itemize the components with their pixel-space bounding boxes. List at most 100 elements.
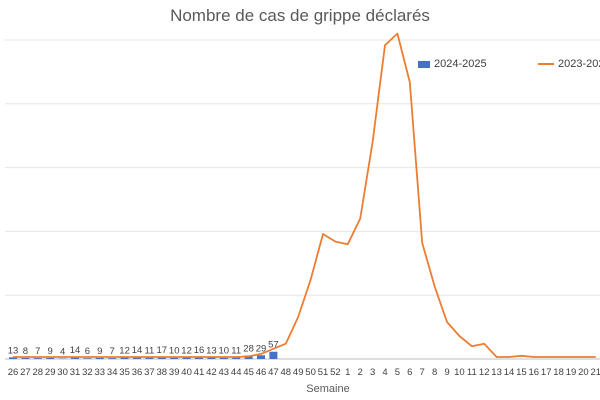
chart-title: Nombre de cas de grippe déclarés (170, 6, 430, 25)
bar (145, 357, 154, 359)
x-tick-label: 31 (70, 367, 81, 378)
x-tick-label: 42 (206, 367, 217, 378)
x-tick-label: 18 (553, 367, 564, 378)
x-tick-label: 21 (591, 367, 600, 378)
x-tick-label: 29 (45, 367, 56, 378)
x-tick-label: 51 (318, 367, 329, 378)
bar (71, 357, 79, 359)
x-tick-label: 12 (479, 367, 490, 378)
bar-data-label: 14 (132, 345, 143, 356)
x-tick-label: 40 (181, 367, 192, 378)
bar-data-label: 6 (85, 346, 90, 357)
x-tick-label: 32 (82, 367, 93, 378)
x-axis-title: Semaine (306, 383, 349, 395)
bar (170, 357, 179, 359)
x-tick-label: 28 (33, 367, 44, 378)
bar-data-label: 8 (23, 346, 28, 357)
x-tick-label: 35 (119, 367, 130, 378)
bar-data-label: 13 (8, 345, 19, 356)
bar-data-label: 9 (97, 346, 102, 357)
x-tick-label: 38 (157, 367, 168, 378)
bar-data-label: 11 (231, 346, 241, 357)
x-tick-label: 7 (420, 367, 425, 378)
x-tick-label: 41 (194, 367, 205, 378)
x-tick-label: 30 (57, 367, 68, 378)
bar (33, 358, 42, 359)
bar (157, 356, 166, 359)
bar-data-label: 11 (144, 346, 154, 357)
x-tick-label: 26 (8, 367, 19, 378)
x-tick-label: 9 (444, 367, 449, 378)
x-tick-label: 48 (281, 367, 292, 378)
x-tick-label: 46 (256, 367, 267, 378)
bar (46, 357, 55, 359)
x-tick-label: 50 (305, 367, 316, 378)
x-tick-label: 15 (516, 367, 527, 378)
bar-data-labels: 13 8 7 9 4 14 6 9 7 12 14 11 17 10 12 16 13 10 11 28 29 57 (8, 340, 279, 358)
x-tick-label: 49 (293, 367, 304, 378)
x-tick-label: 19 (566, 367, 577, 378)
bar (207, 357, 216, 359)
bar (232, 357, 241, 359)
legend-label-2023-2024: 2023-2024 (558, 58, 600, 71)
bar-data-label: 28 (243, 343, 254, 354)
x-tick-label: 36 (132, 367, 143, 378)
x-tick-label: 10 (454, 367, 465, 378)
bar-data-label: 14 (70, 345, 81, 356)
bar (269, 351, 278, 359)
legend-swatch-line (538, 63, 554, 66)
x-tick-label: 6 (407, 367, 412, 378)
bar-data-label: 13 (206, 345, 217, 356)
bar-data-label: 7 (35, 346, 40, 357)
legend-swatch-bar (418, 60, 430, 68)
x-tick-label: 5 (395, 367, 400, 378)
bar (120, 357, 129, 359)
bar (108, 358, 117, 359)
series-line (13, 32, 596, 358)
x-tick-label: 11 (467, 367, 477, 378)
bar-data-label: 12 (181, 345, 192, 356)
x-tick-label: 1 (345, 367, 350, 378)
x-tick-label: 34 (107, 367, 118, 378)
bar-data-label: 10 (219, 346, 230, 357)
line-series-2023-2024 (13, 32, 596, 358)
bar (257, 355, 265, 359)
bar (58, 358, 67, 359)
x-tick-label: 44 (231, 367, 242, 378)
bar (133, 357, 141, 359)
legend-item-2024-2025: 2024-2025 (418, 58, 487, 70)
x-tick-label: 52 (330, 367, 341, 378)
x-tick-label: 17 (541, 367, 552, 378)
bar-data-label: 16 (194, 345, 205, 356)
legend-item-2023-2024: 2023-2024 (538, 58, 600, 70)
x-tick-label: 20 (578, 367, 589, 378)
x-tick-label: 33 (95, 367, 106, 378)
bar (95, 357, 104, 359)
bar (21, 357, 30, 359)
bar (195, 356, 203, 359)
bar-data-label: 12 (119, 345, 130, 356)
bar-data-label: 57 (268, 340, 279, 351)
bar-data-label: 4 (60, 346, 65, 357)
bar (182, 357, 191, 359)
x-tick-label: 14 (504, 367, 515, 378)
x-tick-label: 47 (268, 367, 279, 378)
x-tick-label: 43 (219, 367, 230, 378)
bar-data-label: 7 (110, 346, 115, 357)
bar (83, 358, 92, 359)
x-axis-tick-labels: 26 27 28 29 30 31 32 33 34 35 36 37 38 39 40 41 42 43 44 45… (8, 367, 600, 378)
bar-data-label: 17 (157, 345, 168, 356)
x-tick-label: 8 (432, 367, 437, 378)
x-tick-label: 2 (358, 367, 363, 378)
bar-data-label: 29 (256, 343, 267, 354)
x-tick-label: 3 (370, 367, 375, 378)
bar-data-label: 10 (169, 346, 180, 357)
x-tick-label: 16 (529, 367, 540, 378)
bar (219, 357, 228, 359)
x-tick-label: 13 (491, 367, 502, 378)
x-tick-label: 45 (243, 367, 254, 378)
x-tick-label: 39 (169, 367, 180, 378)
bar-data-label: 9 (48, 346, 53, 357)
